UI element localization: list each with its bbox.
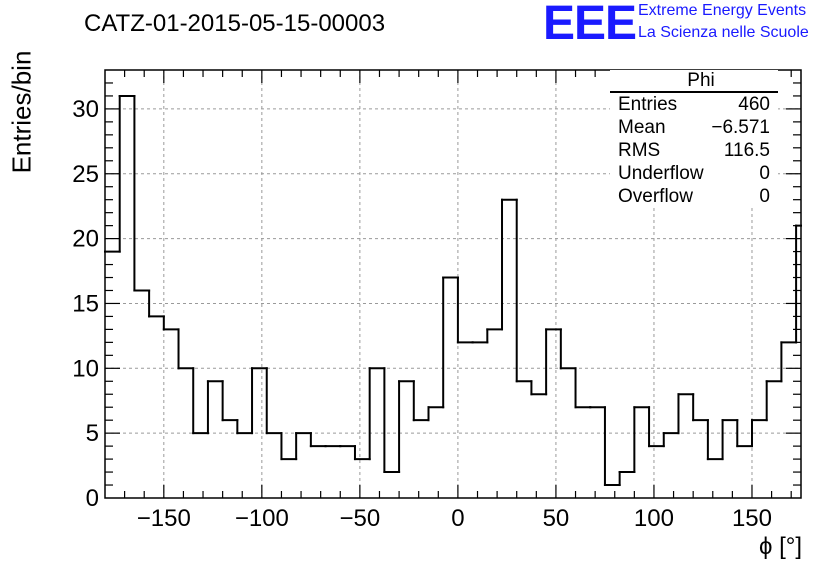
stats-label: Mean: [618, 117, 666, 138]
plot-frame: [104, 69, 802, 499]
x-tick-label: 150: [732, 505, 772, 532]
axis-ticks: [105, 70, 801, 498]
stats-label: Overflow: [618, 186, 693, 207]
stats-value: 0: [759, 163, 770, 184]
y-tick-label: 10: [72, 355, 99, 382]
axis-tick-labels: −150 −100 −50 0 50 100 150 0 5 10 15 20 25 30: [72, 96, 772, 532]
stats-value: 0: [759, 186, 770, 207]
x-tick-label: 0: [451, 505, 464, 532]
stats-row-rms: RMS 116.5: [610, 139, 778, 162]
y-tick-label: 0: [86, 485, 99, 512]
y-tick-label: 5: [86, 420, 99, 447]
y-tick-label: 20: [72, 226, 99, 253]
stats-value: 116.5: [723, 140, 770, 161]
stats-row-underflow: Underflow 0: [610, 162, 778, 185]
logo-text-line1: Extreme Energy Events: [638, 2, 807, 19]
stats-label: Entries: [618, 94, 678, 115]
logo-text-line2: La Scienza nelle Scuole: [638, 24, 809, 41]
stats-row-overflow: Overflow 0: [610, 185, 778, 208]
y-tick-label: 30: [72, 96, 99, 123]
chart-title: CATZ-01-2015-05-15-00003: [84, 10, 386, 37]
stats-value: 460: [738, 94, 770, 115]
y-tick-label: 25: [72, 161, 99, 188]
stats-row-mean: Mean −6.571: [610, 116, 778, 139]
histogram-bars: [104, 94, 802, 487]
x-tick-label: 50: [543, 505, 570, 532]
stats-label: Underflow: [618, 163, 704, 184]
y-axis-label: Entries/bin: [6, 50, 37, 174]
eee-logo: EEE: [543, 0, 637, 50]
x-axis-label: ϕ [°]: [758, 533, 802, 560]
y-tick-label: 15: [72, 290, 99, 317]
x-tick-label: 100: [634, 505, 674, 532]
x-tick-label: −50: [340, 505, 381, 532]
stats-row-entries: Entries 460: [610, 93, 778, 116]
x-tick-label: −100: [235, 505, 289, 532]
stats-value: −6.571: [711, 117, 770, 138]
stats-box: Phi Entries 460 Mean −6.571 RMS 116.5 Un…: [610, 70, 778, 208]
stats-label: RMS: [618, 140, 661, 161]
x-tick-label: −150: [137, 505, 191, 532]
stats-title: Phi: [610, 70, 778, 93]
